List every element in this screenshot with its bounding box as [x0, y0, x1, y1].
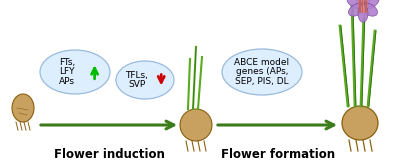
Ellipse shape [342, 106, 378, 140]
Text: APs: APs [59, 77, 75, 86]
Ellipse shape [358, 4, 368, 22]
Ellipse shape [12, 94, 34, 122]
Ellipse shape [347, 0, 365, 9]
Ellipse shape [348, 3, 365, 16]
Text: ABCE model: ABCE model [234, 58, 290, 67]
Ellipse shape [40, 50, 110, 94]
Ellipse shape [222, 49, 302, 95]
Ellipse shape [356, 0, 370, 8]
Text: LFY: LFY [59, 68, 75, 76]
Ellipse shape [116, 61, 174, 99]
Text: Flower formation: Flower formation [221, 148, 335, 162]
Text: TFLs,: TFLs, [126, 71, 148, 80]
Ellipse shape [180, 109, 212, 141]
Text: SEP, PIS, DL: SEP, PIS, DL [235, 77, 289, 86]
Text: SVP: SVP [128, 80, 146, 89]
Text: FTs,: FTs, [59, 58, 75, 67]
Ellipse shape [361, 3, 378, 16]
Text: genes (APs,: genes (APs, [236, 68, 288, 76]
Ellipse shape [361, 0, 379, 9]
Text: Flower induction: Flower induction [54, 148, 164, 162]
